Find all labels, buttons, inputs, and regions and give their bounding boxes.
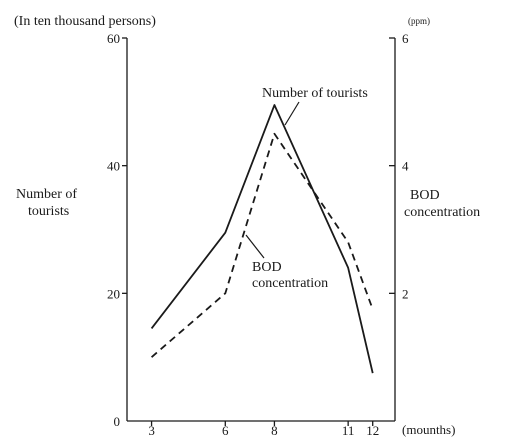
x-tick-label: 11: [342, 423, 355, 438]
right-tick-label: 4: [402, 159, 409, 174]
left-axis-label-line2: tourists: [28, 204, 69, 219]
left-tick-label: 40: [107, 159, 120, 174]
right-axis-unit: (ppm): [408, 16, 430, 26]
x-tick-label: 6: [222, 423, 229, 438]
right-tick-label: 6: [402, 31, 409, 46]
tourists-annotation: Number of tourists: [262, 86, 368, 101]
left-tick-label: 0: [114, 414, 121, 429]
left-tick-label: 60: [107, 31, 120, 46]
bod-leader-line: [245, 234, 265, 259]
series-line-bod-concentration: [150, 132, 374, 358]
right-ticks: 2 4 6: [389, 31, 409, 301]
x-tick-label: 3: [148, 423, 155, 438]
bod-annotation-line2: concentration: [252, 276, 328, 291]
left-axis-label-line1: Number of: [16, 187, 77, 202]
right-axis-label-line1: BOD: [410, 188, 440, 203]
x-tick-label: 12: [366, 423, 379, 438]
tourists-leader-line: [284, 101, 300, 126]
x-ticks: 3 6 8 11 12: [148, 421, 379, 438]
right-tick-label: 2: [402, 286, 409, 301]
x-axis-unit: (mounths): [402, 422, 455, 437]
series-line-number-of-tourists: [150, 104, 374, 374]
x-tick-label: 8: [271, 423, 278, 438]
left-ticks: 0 20 40 60: [107, 31, 127, 429]
left-axis-unit: (In ten thousand persons): [14, 14, 156, 29]
right-axis-label-line2: concentration: [404, 205, 480, 220]
bod-annotation-line1: BOD: [252, 260, 282, 275]
left-tick-label: 20: [107, 286, 120, 301]
